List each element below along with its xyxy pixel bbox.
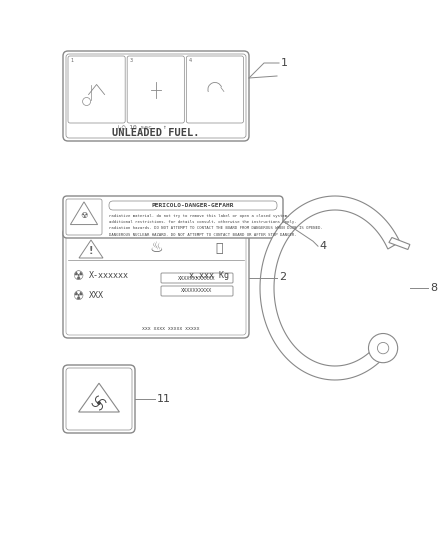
Text: XXX: XXX xyxy=(89,292,104,301)
Text: 4: 4 xyxy=(188,58,191,63)
FancyBboxPatch shape xyxy=(109,201,277,210)
Text: xxx xxxx xxxxx xxxxx: xxx xxxx xxxxx xxxxx xyxy=(142,326,200,330)
Text: x.xxx Kg: x.xxx Kg xyxy=(189,271,229,280)
Text: 4: 4 xyxy=(319,241,326,251)
Text: ☢: ☢ xyxy=(73,289,84,303)
FancyBboxPatch shape xyxy=(161,273,233,283)
Text: additional restrictions. for details consult, otherwise the instructions apply.: additional restrictions. for details con… xyxy=(109,220,297,224)
Text: 11: 11 xyxy=(157,394,171,404)
Text: ☢: ☢ xyxy=(80,212,88,221)
Polygon shape xyxy=(260,196,400,380)
Circle shape xyxy=(378,342,389,354)
Text: 🔌: 🔌 xyxy=(215,241,223,254)
FancyBboxPatch shape xyxy=(66,54,246,138)
FancyBboxPatch shape xyxy=(68,56,125,123)
Text: radiation hazards. DO NOT ATTEMPT TO CONTACT THE BOARD FROM DANGEROUS WHEN DOOR : radiation hazards. DO NOT ATTEMPT TO CON… xyxy=(109,227,323,230)
Text: 1: 1 xyxy=(281,58,288,68)
FancyBboxPatch shape xyxy=(63,365,135,433)
Text: 2: 2 xyxy=(279,272,286,282)
Text: UNLEADED FUEL.: UNLEADED FUEL. xyxy=(112,128,200,138)
FancyBboxPatch shape xyxy=(63,228,249,338)
Text: XXXXXXXXXXXX: XXXXXXXXXXXX xyxy=(178,276,216,280)
FancyBboxPatch shape xyxy=(66,231,246,335)
Text: 8: 8 xyxy=(430,283,437,293)
FancyBboxPatch shape xyxy=(161,286,233,296)
Text: 3: 3 xyxy=(129,58,132,63)
FancyBboxPatch shape xyxy=(127,56,184,123)
Text: ☢: ☢ xyxy=(73,270,84,282)
Text: DANGEROUS NUCLEAR HAZARD. DO NOT ATTEMPT TO CONTACT BOARD OR AFTER STOP DANGER.: DANGEROUS NUCLEAR HAZARD. DO NOT ATTEMPT… xyxy=(109,232,297,237)
Text: ↳○ 10 sec.  ↑: ↳○ 10 sec. ↑ xyxy=(118,125,167,130)
Text: !: ! xyxy=(89,246,93,256)
Circle shape xyxy=(98,402,100,404)
FancyBboxPatch shape xyxy=(186,56,244,123)
FancyBboxPatch shape xyxy=(66,199,102,235)
FancyBboxPatch shape xyxy=(63,51,249,141)
FancyBboxPatch shape xyxy=(63,196,283,238)
Circle shape xyxy=(368,334,398,362)
Polygon shape xyxy=(389,238,410,249)
Text: ♨: ♨ xyxy=(149,240,163,255)
FancyBboxPatch shape xyxy=(66,368,132,430)
Text: PERICOLO-DANGER-GEFAHR: PERICOLO-DANGER-GEFAHR xyxy=(152,203,234,208)
Text: XXXXXXXXXX: XXXXXXXXXX xyxy=(181,288,212,294)
Text: 1: 1 xyxy=(70,58,73,63)
Text: radiative material. do not try to remove this label or open a closed system.: radiative material. do not try to remove… xyxy=(109,214,290,218)
Text: X-xxxxxx: X-xxxxxx xyxy=(89,271,129,280)
